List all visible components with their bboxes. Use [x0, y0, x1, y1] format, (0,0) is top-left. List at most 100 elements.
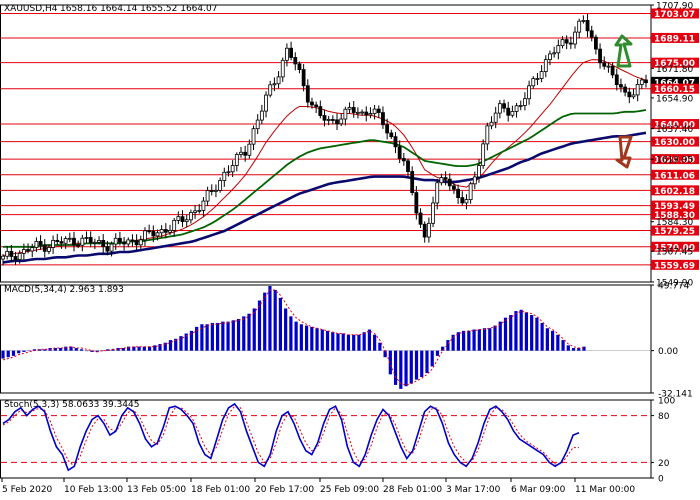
macd-bar [189, 330, 194, 351]
macd-bar [550, 330, 555, 351]
candle-body [452, 185, 456, 190]
candle-body [297, 63, 302, 71]
candle-body [360, 111, 364, 114]
macd-bar [27, 350, 31, 352]
candle-body [143, 230, 147, 241]
candle-body [51, 239, 56, 248]
macd-bar [446, 340, 450, 351]
candle-body [347, 107, 352, 110]
candle-body [456, 188, 461, 199]
current-price-label: 1664.07 [654, 78, 695, 88]
macd-bar [519, 309, 523, 351]
time-tick-label: 28 Feb 01:00 [383, 485, 442, 495]
candle-body [67, 237, 72, 240]
candle-body [88, 237, 93, 244]
time-tick-label: 13 Feb 05:00 [127, 485, 186, 495]
symbol-label: XAUUSD,H4 [4, 4, 58, 14]
candle-body [318, 106, 323, 116]
candle-body [184, 219, 189, 222]
candle-body [272, 83, 277, 86]
candle-body [92, 241, 97, 244]
macd-bar [79, 349, 84, 351]
macd-bar [488, 328, 492, 351]
macd-bar [540, 322, 544, 351]
macd-bar [493, 325, 497, 351]
stoch-tick-label: 20 [658, 459, 670, 469]
candle-body [59, 241, 64, 244]
macd-bar [561, 340, 565, 351]
candle-body [1, 255, 5, 260]
candle-body [573, 31, 577, 45]
level-label-bg [651, 136, 699, 147]
candle-body [460, 197, 465, 204]
macd-bar [477, 329, 481, 351]
macd-bar [514, 311, 518, 351]
macd-bar [268, 286, 272, 351]
level-label: 1570.00 [654, 243, 695, 253]
candle-body [539, 71, 544, 79]
candle-body [543, 59, 548, 72]
macd-bar [205, 324, 209, 351]
macd-bar [106, 349, 110, 351]
macd-bar [64, 346, 68, 351]
candle-body [493, 112, 498, 123]
candle-body [606, 65, 611, 68]
candle-body [535, 78, 540, 80]
macd-label: MACD(5,34,4) 2.963 1.893 [4, 285, 124, 295]
candle-body [531, 78, 536, 87]
price-tick-label: 1619.95 [656, 156, 693, 166]
macd-bar [451, 334, 455, 351]
macd-bar [530, 315, 534, 351]
level-label-bg [651, 209, 699, 220]
level-label-bg [651, 32, 699, 43]
candle-body [418, 212, 423, 225]
stoch-panel [1, 402, 651, 472]
candle-body [197, 209, 202, 212]
candle-body [314, 104, 319, 107]
macd-bar [111, 349, 115, 351]
candle-body [151, 231, 156, 237]
candle-body [589, 30, 594, 38]
candle-body [239, 151, 243, 155]
candle-body [560, 39, 565, 47]
candle-body [619, 84, 623, 88]
candle-body [63, 238, 68, 244]
macd-bar [456, 332, 460, 351]
candle-body [385, 124, 390, 134]
macd-bar [236, 318, 241, 351]
candle-body [397, 146, 402, 159]
macd-bar [503, 317, 508, 351]
candle-body [368, 113, 373, 116]
macd-bar [304, 325, 309, 351]
macd-bar [498, 321, 502, 351]
macd-signal-line [2, 289, 584, 386]
candle-body [577, 20, 582, 33]
macd-bar [53, 347, 57, 351]
macd-bar [582, 346, 586, 351]
macd-bar [430, 350, 434, 367]
candle-body [130, 239, 135, 242]
candle-body [435, 182, 440, 204]
candle-body [97, 240, 101, 243]
candle-body [259, 110, 264, 121]
candle-body [113, 237, 118, 245]
price-tick-label: 1671.80 [656, 65, 693, 75]
candle-body [122, 241, 126, 245]
candle-body [76, 244, 81, 247]
stoch-tick-label: 80 [658, 412, 670, 422]
candle-body [506, 107, 511, 116]
candle-body [214, 189, 218, 192]
candle-body [84, 237, 89, 239]
level-label: 1660.15 [654, 85, 695, 95]
candle-body [13, 256, 18, 260]
macd-bar [278, 297, 283, 351]
candle-body [356, 111, 360, 114]
macd-bar [231, 320, 235, 351]
candle-body [414, 192, 419, 214]
macd-bar [69, 346, 73, 351]
candle-body [80, 237, 85, 246]
candle-body [518, 105, 523, 107]
